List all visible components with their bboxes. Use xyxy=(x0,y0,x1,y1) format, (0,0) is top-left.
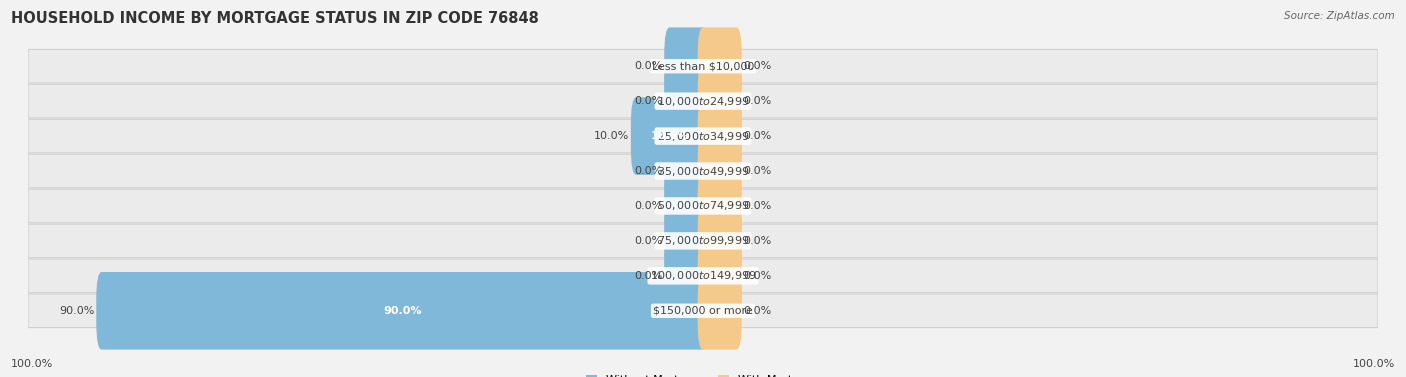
FancyBboxPatch shape xyxy=(96,272,709,349)
FancyBboxPatch shape xyxy=(28,189,1378,223)
Text: 10.0%: 10.0% xyxy=(651,131,689,141)
FancyBboxPatch shape xyxy=(631,97,709,175)
Text: 0.0%: 0.0% xyxy=(634,96,662,106)
Text: $75,000 to $99,999: $75,000 to $99,999 xyxy=(657,234,749,247)
FancyBboxPatch shape xyxy=(28,84,1378,118)
Text: 0.0%: 0.0% xyxy=(744,271,772,281)
FancyBboxPatch shape xyxy=(664,237,709,315)
Text: Less than $10,000: Less than $10,000 xyxy=(652,61,754,71)
Text: 0.0%: 0.0% xyxy=(744,236,772,246)
Text: 100.0%: 100.0% xyxy=(1353,359,1395,369)
Text: $100,000 to $149,999: $100,000 to $149,999 xyxy=(650,269,756,282)
Text: 90.0%: 90.0% xyxy=(382,306,422,316)
FancyBboxPatch shape xyxy=(697,272,742,349)
FancyBboxPatch shape xyxy=(697,202,742,280)
FancyBboxPatch shape xyxy=(697,167,742,245)
FancyBboxPatch shape xyxy=(664,202,709,280)
FancyBboxPatch shape xyxy=(28,49,1378,83)
Text: 0.0%: 0.0% xyxy=(744,131,772,141)
Text: $25,000 to $34,999: $25,000 to $34,999 xyxy=(657,130,749,143)
Text: 0.0%: 0.0% xyxy=(744,201,772,211)
FancyBboxPatch shape xyxy=(28,224,1378,258)
Text: 10.0%: 10.0% xyxy=(595,131,630,141)
FancyBboxPatch shape xyxy=(28,119,1378,153)
Text: $150,000 or more: $150,000 or more xyxy=(654,306,752,316)
Text: 0.0%: 0.0% xyxy=(744,306,772,316)
Text: 0.0%: 0.0% xyxy=(634,61,662,71)
Text: $35,000 to $49,999: $35,000 to $49,999 xyxy=(657,164,749,178)
FancyBboxPatch shape xyxy=(28,259,1378,293)
Legend: Without Mortgage, With Mortgage: Without Mortgage, With Mortgage xyxy=(582,370,824,377)
FancyBboxPatch shape xyxy=(664,132,709,210)
Text: 0.0%: 0.0% xyxy=(634,271,662,281)
FancyBboxPatch shape xyxy=(664,62,709,140)
Text: 90.0%: 90.0% xyxy=(59,306,96,316)
Text: $10,000 to $24,999: $10,000 to $24,999 xyxy=(657,95,749,108)
Text: 100.0%: 100.0% xyxy=(11,359,53,369)
FancyBboxPatch shape xyxy=(697,132,742,210)
Text: 0.0%: 0.0% xyxy=(744,61,772,71)
Text: HOUSEHOLD INCOME BY MORTGAGE STATUS IN ZIP CODE 76848: HOUSEHOLD INCOME BY MORTGAGE STATUS IN Z… xyxy=(11,11,538,26)
FancyBboxPatch shape xyxy=(664,28,709,105)
FancyBboxPatch shape xyxy=(28,294,1378,328)
Text: $50,000 to $74,999: $50,000 to $74,999 xyxy=(657,199,749,213)
Text: 0.0%: 0.0% xyxy=(634,166,662,176)
Text: 0.0%: 0.0% xyxy=(634,201,662,211)
FancyBboxPatch shape xyxy=(697,62,742,140)
FancyBboxPatch shape xyxy=(664,167,709,245)
Text: Source: ZipAtlas.com: Source: ZipAtlas.com xyxy=(1284,11,1395,21)
Text: 0.0%: 0.0% xyxy=(744,96,772,106)
FancyBboxPatch shape xyxy=(28,154,1378,188)
FancyBboxPatch shape xyxy=(697,97,742,175)
Text: 0.0%: 0.0% xyxy=(744,166,772,176)
FancyBboxPatch shape xyxy=(697,237,742,315)
Text: 0.0%: 0.0% xyxy=(634,236,662,246)
FancyBboxPatch shape xyxy=(697,28,742,105)
